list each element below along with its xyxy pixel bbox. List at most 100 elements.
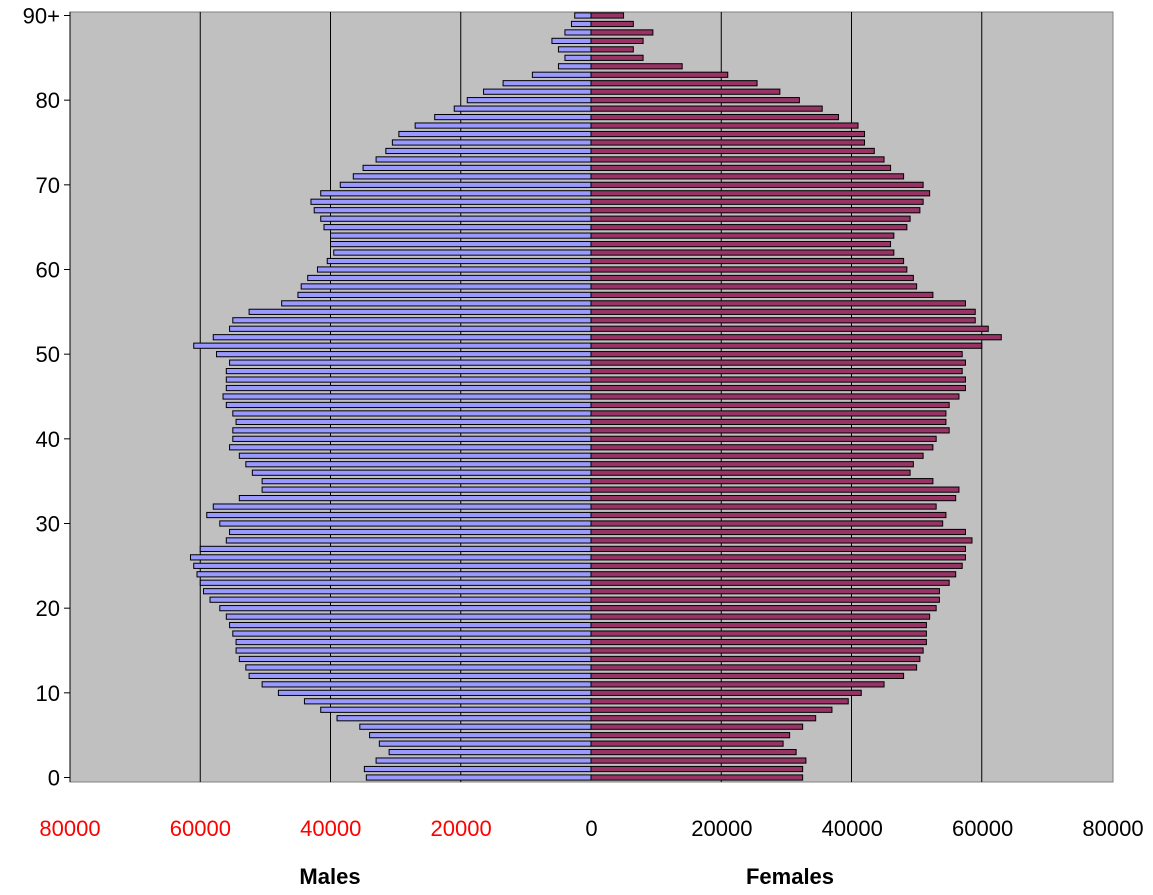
male-bar-age-3 — [388, 749, 592, 756]
female-bar-age-46 — [590, 384, 966, 392]
female-bar-age-32 — [590, 503, 937, 510]
female-bar-age-7 — [590, 715, 817, 722]
female-bar-age-35 — [590, 478, 934, 485]
female-bar-age-58 — [590, 283, 918, 290]
female-bar-age-12 — [590, 672, 905, 679]
male-bar-age-57 — [297, 291, 592, 298]
male-bar-age-31 — [206, 511, 592, 519]
female-bar-age-53 — [590, 325, 989, 332]
male-bar-age-20 — [219, 605, 592, 612]
female-bar-age-29 — [590, 528, 966, 536]
male-bar-age-39 — [229, 444, 592, 451]
female-bar-age-56 — [590, 300, 966, 307]
male-bar-age-9 — [303, 698, 592, 705]
female-bar-age-61 — [590, 257, 905, 265]
male-bar-age-42 — [235, 418, 592, 425]
y-tick-label-7: 70 — [36, 173, 60, 198]
female-bar-age-15 — [590, 647, 924, 654]
x-tick-label-6: 40000 — [822, 816, 883, 841]
female-bar-age-33 — [590, 495, 957, 502]
male-bar-age-63 — [330, 241, 592, 248]
female-bar-age-13 — [590, 664, 918, 671]
female-bar-age-54 — [590, 317, 976, 324]
x-tick-label-5: 20000 — [691, 816, 752, 841]
male-bar-age-70 — [339, 181, 592, 188]
male-bar-age-30 — [219, 520, 592, 527]
female-bar-age-11 — [590, 681, 885, 688]
x-tick-label-1: 60000 — [170, 816, 231, 841]
male-bar-age-77 — [414, 122, 592, 129]
female-bar-age-39 — [590, 444, 934, 451]
female-bar-age-86 — [590, 46, 634, 53]
female-bar-age-84 — [590, 63, 683, 70]
male-bar-age-53 — [229, 325, 592, 332]
male-bar-age-79 — [453, 105, 592, 112]
y-tick-label-2: 20 — [36, 596, 60, 621]
female-bar-age-49 — [590, 359, 966, 366]
female-bar-age-10 — [590, 689, 862, 696]
female-bar-age-60 — [590, 266, 908, 273]
male-bar-age-51 — [193, 342, 592, 349]
male-bar-age-85 — [564, 54, 592, 61]
male-bar-age-45 — [222, 393, 592, 400]
male-bar-age-78 — [434, 114, 592, 121]
female-bar-age-69 — [590, 190, 931, 197]
female-bar-age-88 — [590, 29, 654, 36]
male-bar-age-38 — [238, 452, 592, 459]
male-bar-age-6 — [359, 723, 592, 730]
female-bar-age-83 — [590, 71, 729, 78]
x-tick-labels: 80000 60000 40000 20000 0 20000 40000 60000 8000… — [39, 816, 1143, 841]
male-bar-age-40 — [232, 435, 592, 442]
male-bar-age-2 — [375, 757, 592, 764]
male-bar-age-32 — [212, 503, 592, 510]
female-bar-age-5 — [590, 732, 791, 739]
male-bar-age-73 — [375, 156, 592, 163]
male-bar-age-4 — [378, 740, 592, 747]
female-bar-age-68 — [590, 198, 924, 205]
male-bar-age-86 — [557, 46, 592, 53]
male-bar-age-81 — [483, 88, 592, 95]
male-bar-age-29 — [229, 528, 592, 536]
male-bar-age-80 — [466, 97, 592, 104]
y-tick-label-6: 60 — [36, 258, 60, 283]
male-bar-age-60 — [316, 266, 592, 273]
female-bar-age-80 — [590, 97, 800, 104]
x-tick-label-2: 40000 — [300, 816, 361, 841]
male-bar-age-5 — [369, 732, 592, 739]
female-bar-age-59 — [590, 274, 914, 282]
males-axis-title: Males — [299, 864, 360, 889]
male-bar-age-59 — [307, 274, 592, 282]
female-bar-age-70 — [590, 181, 924, 188]
female-bar-age-1 — [590, 765, 804, 773]
male-bar-age-84 — [557, 63, 592, 70]
female-bar-age-30 — [590, 520, 944, 527]
female-bar-age-65 — [590, 224, 908, 231]
y-tick-label-0: 0 — [48, 766, 60, 791]
female-bar-age-4 — [590, 740, 784, 747]
female-bar-age-89 — [590, 20, 634, 28]
female-bar-age-44 — [590, 401, 950, 409]
male-bar-age-16 — [235, 638, 592, 646]
female-bar-age-41 — [590, 427, 950, 434]
y-tick-labels: 0 10 20 30 40 50 60 70 80 90+ — [23, 4, 60, 791]
male-bar-age-33 — [238, 495, 592, 502]
female-bar-age-38 — [590, 452, 924, 459]
male-bar-age-74 — [385, 147, 592, 155]
male-bar-age-27 — [199, 545, 592, 552]
male-bar-age-43 — [232, 410, 592, 417]
female-bar-age-87 — [590, 37, 644, 44]
male-bar-age-26 — [189, 554, 592, 561]
male-bar-age-69 — [320, 190, 592, 197]
male-bar-age-49 — [229, 359, 592, 366]
female-bar-age-43 — [590, 410, 947, 417]
male-bar-age-83 — [531, 71, 592, 78]
male-bar-age-55 — [248, 308, 592, 315]
female-bar-age-0 — [590, 774, 804, 781]
female-bar-age-42 — [590, 418, 947, 425]
male-bar-age-87 — [551, 37, 592, 44]
female-bar-age-62 — [590, 249, 895, 256]
x-tick-label-4: 0 — [585, 816, 597, 841]
female-bar-age-31 — [590, 511, 947, 519]
female-bar-age-2 — [590, 757, 807, 764]
male-bar-age-50 — [216, 351, 592, 358]
